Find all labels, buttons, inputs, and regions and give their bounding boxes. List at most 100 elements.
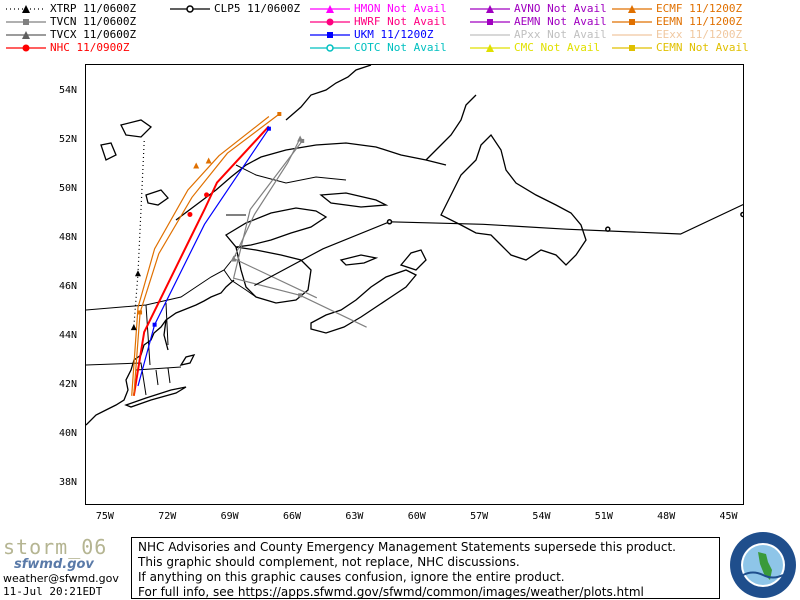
track-ecmf [131,116,270,396]
longitude-label: 60W [407,511,426,522]
track-point-clp5 [605,226,611,232]
latitude-label: 50N [58,182,77,194]
track-xtrp [133,140,145,328]
reservoir [120,119,153,138]
legend-item: NHC 11/0900Z [6,42,129,54]
map-panel [85,64,744,505]
track-clp5 [254,203,743,287]
legend-swatch-icon [470,34,510,36]
legend-label: ECMF 11/1200Z [656,2,743,15]
disclaimer-url-line[interactable]: For full info, see https://apps.sfwmd.go… [138,585,644,599]
nova-scotia [310,269,418,334]
track-point-tvcx [297,135,304,142]
legend-item: ECMF 11/1200Z [612,3,742,15]
legend-label: UKM 11/1200Z [354,28,434,41]
legend-item: COTC Not Avail [310,42,447,54]
legend-label: XTRP 11/0600Z [50,2,137,15]
longitude-label: 75W [95,511,114,522]
contact-email[interactable]: weather@sfwmd.gov [3,572,119,585]
legend-item: XTRP 11/0600Z [6,3,136,15]
track-point-ecmf [205,157,212,164]
legend-item: AEMN Not Avail [470,16,607,28]
legend-label: AEMN Not Avail [514,15,607,28]
pei [339,254,379,266]
track-point-eemn [277,112,282,116]
latitude-label: 40N [58,427,77,439]
longitude-label: 66W [282,511,302,522]
longitude-label: 69W [220,511,239,522]
longitude-label: 48W [657,511,676,522]
legend-label: AVNO Not Avail [514,2,607,15]
legend-swatch-icon [6,19,46,25]
track-point-ecmf [193,162,200,169]
track-ukm [137,128,270,387]
maine-border [223,269,257,298]
track-point-clp5 [386,219,393,225]
legend-swatch-icon [470,5,510,13]
track-point-nhc [187,211,193,217]
longitude-label: 54W [532,511,551,522]
legend-label: HWRF Not Avail [354,15,447,28]
latitude-label: 38N [58,476,77,488]
legend-swatch-icon [6,31,46,39]
legend-label: TVCX 11/0600Z [50,28,137,41]
lake-st-jean [145,189,169,206]
legend-label: HMON Not Avail [354,2,447,15]
longitude-label: 51W [594,511,613,522]
legend-label: CLP5 11/0600Z [214,2,301,15]
track-point-xtrp [130,324,137,331]
track-tvcn [232,140,367,328]
latitude-label: 52N [58,133,77,145]
legend-swatch-icon [6,44,46,52]
cape-breton [399,249,427,271]
track-point-nhc [204,192,210,198]
legend-swatch-icon [470,44,510,52]
legend-item: CEMN Not Avail [612,42,749,54]
timestamp: 11-Jul 20:21EDT [3,585,103,598]
legend-label: EEMN 11/1200Z [656,15,743,28]
longitude-label: 45W [719,511,738,522]
track-point-tvcn [298,293,303,298]
legend-item: AVNO Not Avail [470,3,607,15]
legend-label: EExx 11/1200Z [656,28,743,41]
legend-swatch-icon [310,44,350,52]
storm-logo: storm_06 [3,535,108,559]
track-map [86,65,743,426]
legend-swatch-icon [310,32,350,38]
legend-item: CLP5 11/0600Z [170,3,300,15]
legend-swatch-icon [612,19,652,25]
latitude-label: 42N [58,378,77,390]
track-point-ukm [152,322,157,327]
disclaimer-line: If anything on this graphic causes confu… [138,570,565,584]
latitude-label: 44N [58,329,77,341]
james-bay [100,142,117,161]
latitude-label: 54N [58,84,77,96]
track-nhc [132,125,270,396]
legend-swatch-icon [6,5,46,13]
latitude-label: 46N [58,280,77,292]
longitude-label: 63W [345,511,364,522]
disclaimer-box: NHC Advisories and County Emergency Mana… [131,537,720,599]
ma-ri-ct [135,366,182,386]
newfoundland [440,133,587,266]
long-island [124,386,187,408]
gaspe [225,207,328,248]
us-canada-border [86,254,237,311]
track-point-clp5 [740,211,743,218]
legend-item: CMC Not Avail [470,42,600,54]
track-point-eemn [138,310,143,315]
legend-swatch-icon [470,19,510,25]
anticosti [319,192,389,208]
legend-item: HWRF Not Avail [310,16,447,28]
sfwmd-logo-text: sfwmd.gov [14,557,94,572]
ny-border [86,362,147,396]
legend-item: HMON Not Avail [310,3,447,15]
cape-cod [179,354,196,366]
track-point-ukm [266,126,271,131]
legend-swatch-icon [612,45,652,51]
legend-label: CMC Not Avail [514,41,601,54]
longitude-label: 72W [158,511,177,522]
legend-label: APxx Not Avail [514,28,607,41]
legend-item: EEMN 11/1200Z [612,16,742,28]
track-point-tvcx [230,255,237,262]
